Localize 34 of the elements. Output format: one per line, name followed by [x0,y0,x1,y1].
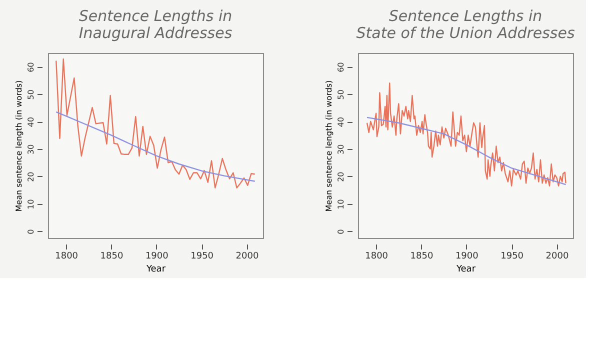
x-tick-label: 1850 [410,252,434,262]
x-tick-label: 1900 [145,252,169,262]
x-tick-label: 1900 [455,252,479,262]
x-tick-label: 1950 [500,252,524,262]
y-tick-label: 20 [336,172,346,182]
y-tick-label: 50 [26,90,36,100]
x-tick-label: 2000 [546,252,569,262]
x-tick-label: 1850 [100,252,124,262]
y-tick-label: 10 [336,199,346,210]
y-tick-label: 0 [336,229,346,234]
y-tick-label: 30 [26,144,36,155]
chart-title: Sentence Lengths in State of the Union Addresses [356,7,575,42]
y-tick-label: 30 [336,144,346,155]
y-tick-label: 60 [26,62,36,72]
x-tick-label: 2000 [236,252,259,262]
y-tick-label: 50 [336,90,346,100]
y-tick-label: 20 [26,172,36,182]
y-tick-label: 10 [26,199,36,210]
y-tick-label: 40 [336,116,346,128]
x-axis-title: Year [455,264,476,274]
x-axis-title: Year [145,264,166,274]
y-tick-label: 60 [336,62,346,72]
line-series [366,116,566,186]
x-tick-label: 1800 [55,252,78,262]
y-axis-title: Mean sentence length (in words) [14,80,24,212]
line-series [56,58,256,188]
x-tick-label: 1950 [190,252,214,262]
x-tick-label: 1800 [365,252,388,262]
line-series [56,111,256,182]
y-tick-label: 40 [26,116,36,128]
y-axis-title: Mean sentence length (in words) [324,80,334,212]
y-tick-label: 0 [26,229,36,234]
chart-title: Sentence Lengths in Inaugural Addresses [78,7,232,42]
line-series [366,82,566,187]
